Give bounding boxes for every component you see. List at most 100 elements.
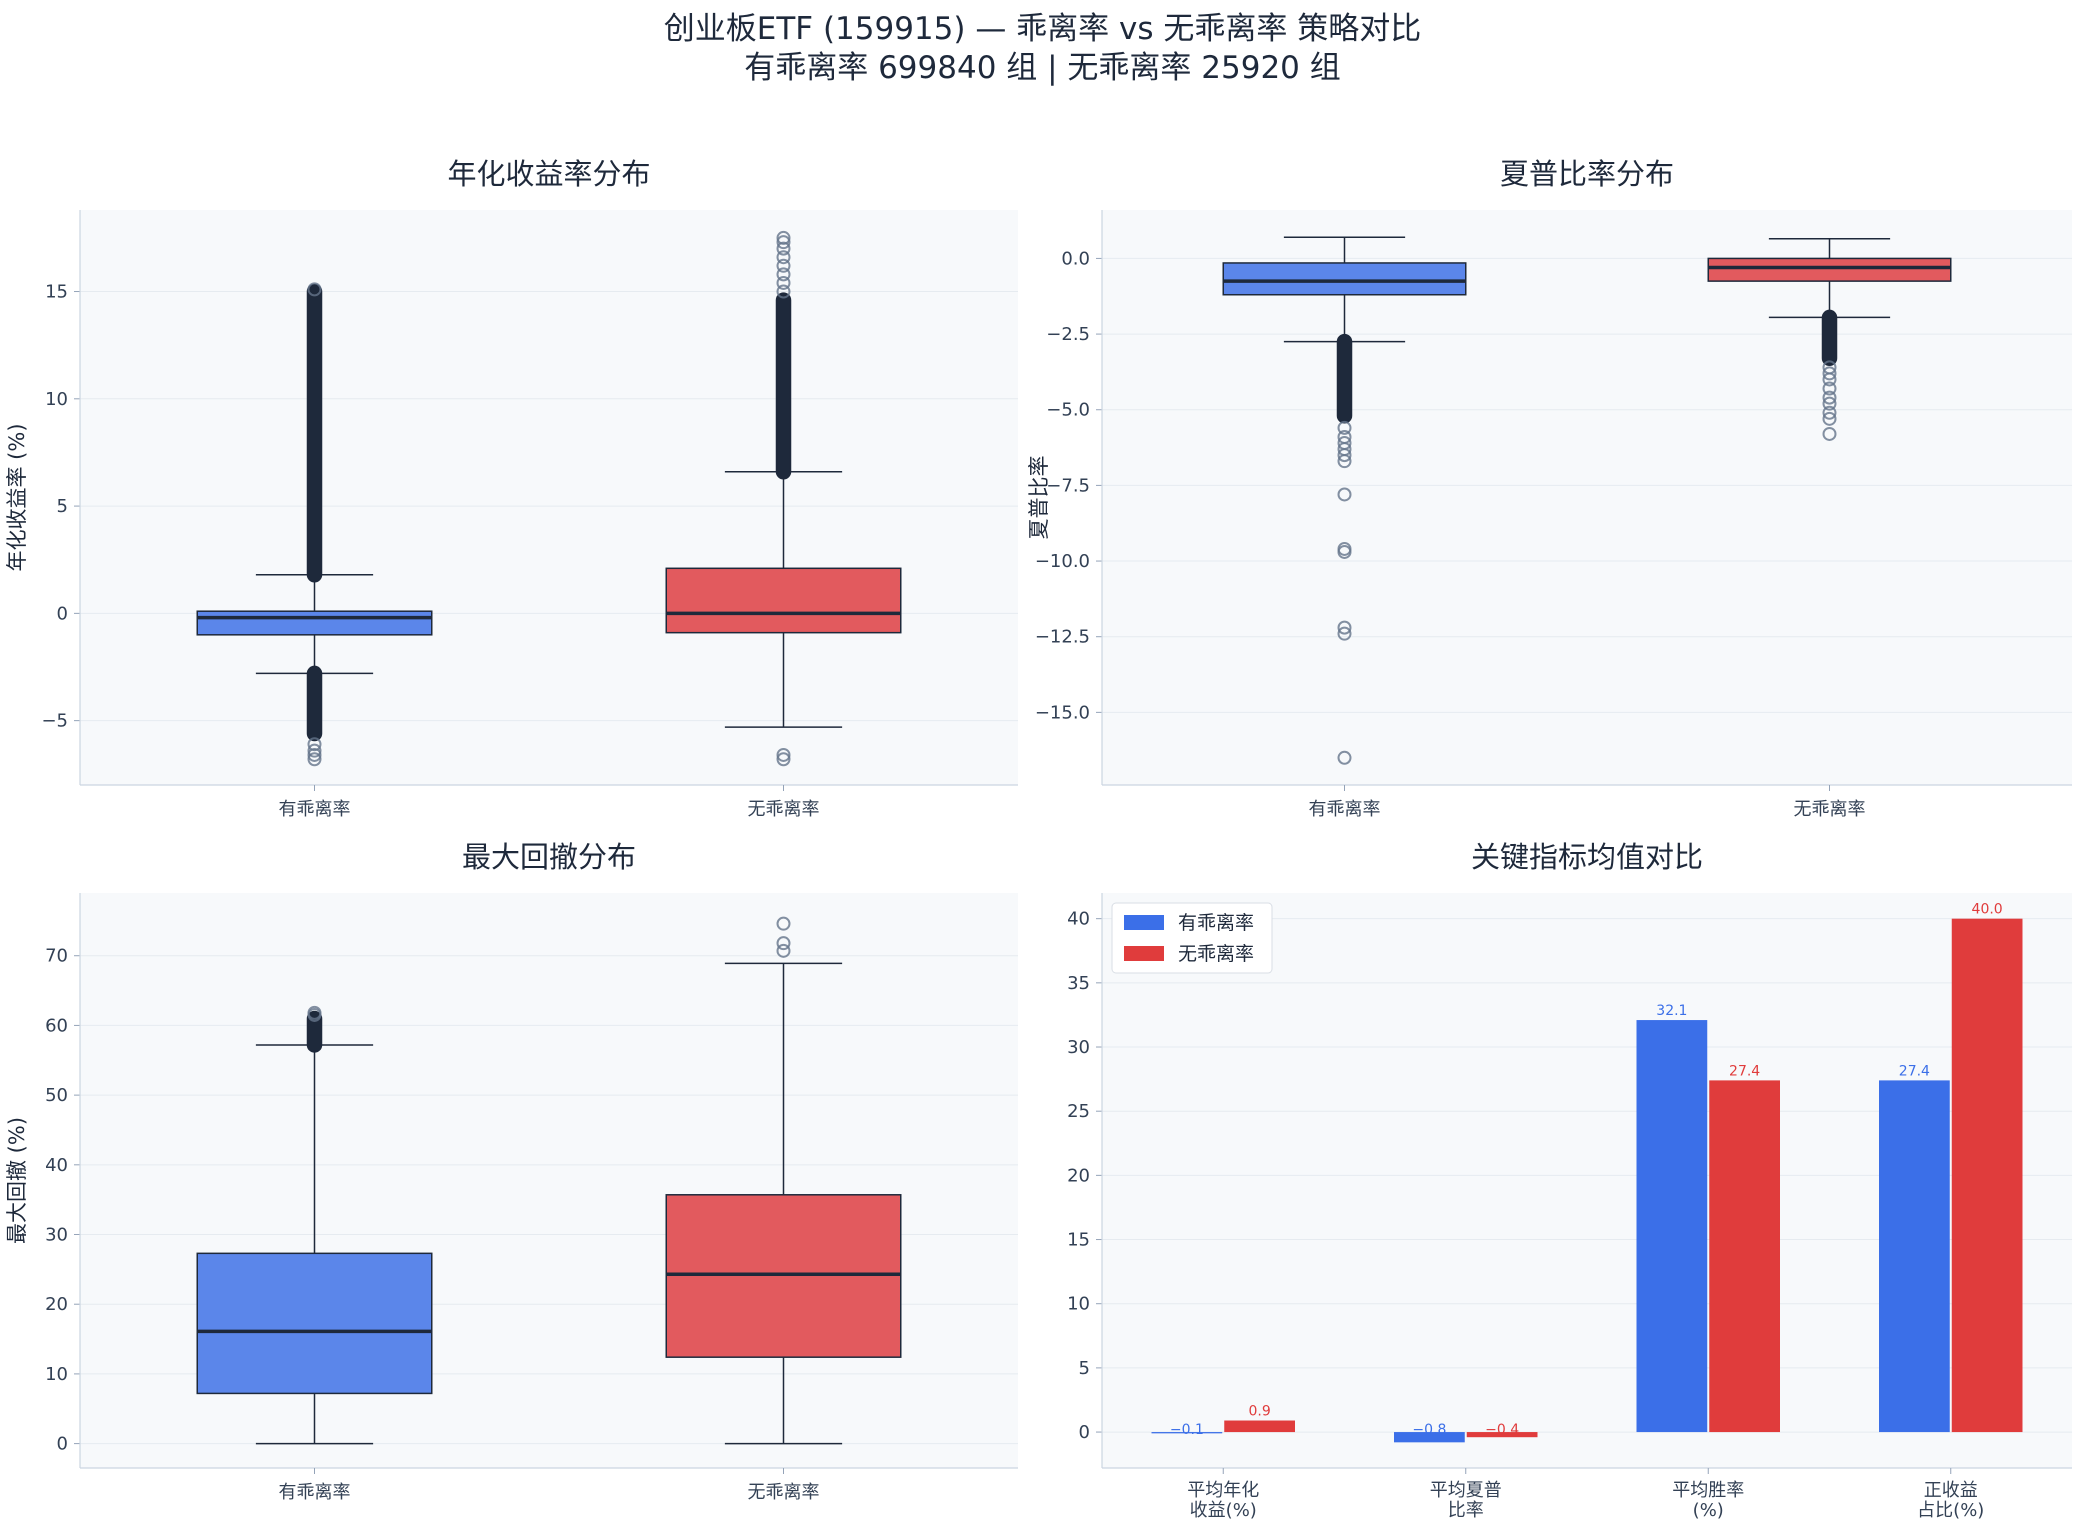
- y-tick-label: 40: [1067, 909, 1090, 930]
- outlier-point: [776, 747, 791, 762]
- outlier-point: [776, 752, 791, 767]
- x-tick-label: 收益(%): [1190, 1500, 1257, 1521]
- outlier-point: [1822, 372, 1837, 387]
- bar-2: [1224, 1420, 1295, 1433]
- outlier-cluster: [1336, 333, 1353, 424]
- y-tick-label: −15.0: [1035, 702, 1090, 723]
- outlier-point: [1337, 454, 1352, 469]
- x-tick-label: 平均夏普: [1430, 1480, 1502, 1501]
- outlier-point: [776, 258, 791, 273]
- y-tick-label: −5.0: [1046, 400, 1090, 421]
- panel-title: 夏普比率分布: [1500, 157, 1674, 191]
- box-1: 有乖离率: [196, 1005, 433, 1503]
- x-tick-label: 无乖离率: [1794, 799, 1866, 820]
- outlier-cluster: [306, 283, 323, 583]
- outlier-point: [776, 943, 791, 958]
- bar-value-label: −0.1: [1170, 1422, 1204, 1438]
- box-2: 无乖离率: [665, 230, 902, 820]
- outlier-point: [1337, 448, 1352, 463]
- outlier-point: [307, 737, 322, 752]
- y-axis-label: 夏普比率: [1027, 456, 1051, 540]
- x-tick-label: 正收益: [1924, 1480, 1978, 1501]
- y-tick-label: 40: [45, 1155, 68, 1176]
- bar-value-label: 27.4: [1899, 1063, 1930, 1079]
- x-tick-label: 无乖离率: [748, 799, 820, 820]
- outlier-point: [1337, 620, 1352, 635]
- y-tick-label: 70: [45, 946, 68, 967]
- outlier-point: [776, 235, 791, 250]
- y-tick-label: 5: [1079, 1358, 1090, 1379]
- legend-label: 有乖离率: [1178, 912, 1254, 934]
- bar-2: [1951, 918, 2023, 1433]
- outlier-point: [776, 275, 791, 290]
- outlier-point: [776, 250, 791, 265]
- outlier-point: [307, 747, 322, 762]
- y-tick-label: 20: [45, 1294, 68, 1315]
- x-tick-label: 比率: [1448, 1500, 1484, 1521]
- bar-1: [1394, 1432, 1465, 1443]
- panel-title: 关键指标均值对比: [1471, 840, 1703, 874]
- outlier-point: [1822, 405, 1837, 420]
- bar-2: [1709, 1080, 1780, 1433]
- box-body: [196, 1252, 433, 1395]
- outlier-point: [307, 743, 322, 758]
- outlier-point: [307, 1005, 322, 1020]
- box-2: 无乖离率: [1707, 238, 1952, 820]
- outlier-point: [307, 282, 322, 297]
- outlier-point: [1822, 381, 1837, 396]
- y-tick-label: 25: [1067, 1101, 1090, 1122]
- bar-value-label: −0.4: [1485, 1422, 1519, 1438]
- y-tick-label: 0: [57, 603, 68, 624]
- y-tick-label: 20: [1067, 1165, 1090, 1186]
- x-tick-label: 平均年化: [1187, 1480, 1259, 1501]
- bar-value-label: −0.8: [1412, 1422, 1446, 1438]
- y-tick-label: −5: [41, 711, 68, 732]
- box-body: [196, 610, 433, 636]
- bar-value-label: 32.1: [1656, 1003, 1687, 1019]
- outlier-point: [776, 916, 791, 931]
- y-tick-label: −7.5: [1046, 475, 1090, 496]
- bar-1: [1879, 1080, 1950, 1433]
- outlier-point: [1337, 750, 1352, 765]
- outlier-point: [1337, 420, 1352, 435]
- outlier-point: [776, 241, 791, 256]
- outlier-point: [776, 267, 791, 282]
- bar-2: [1466, 1432, 1538, 1438]
- bar-value-label: 40.0: [1972, 902, 2003, 918]
- outlier-point: [1822, 426, 1837, 441]
- x-tick-label: 无乖离率: [748, 1482, 820, 1503]
- outlier-point: [1822, 390, 1837, 405]
- outlier-point: [1822, 366, 1837, 381]
- outlier-point: [1337, 626, 1352, 641]
- y-tick-label: −10.0: [1035, 551, 1090, 572]
- outlier-point: [1822, 396, 1837, 411]
- plot-area: [80, 210, 1018, 785]
- plot-area: [1102, 210, 2072, 785]
- outlier-point: [1822, 411, 1837, 426]
- outlier-point: [1337, 487, 1352, 502]
- bar-value-label: 27.4: [1729, 1063, 1760, 1079]
- figure-title-line-2: 有乖离率 699840 组 | 无乖离率 25920 组: [744, 50, 1341, 86]
- outlier-cluster: [306, 665, 323, 742]
- outlier-point: [1337, 544, 1352, 559]
- y-tick-label: 60: [45, 1015, 68, 1036]
- figure-title: 创业板ETF (159915) — 乖离率 vs 无乖离率 策略对比 有乖离率 …: [0, 10, 2085, 88]
- outlier-point: [307, 752, 322, 767]
- y-tick-label: 30: [1067, 1037, 1090, 1058]
- y-tick-label: −12.5: [1035, 627, 1090, 648]
- y-tick-label: 50: [45, 1085, 68, 1106]
- outlier-cluster: [775, 292, 792, 480]
- y-tick-label: −2.5: [1046, 324, 1090, 345]
- y-tick-label: 30: [45, 1225, 68, 1246]
- x-tick-label: 有乖离率: [1309, 799, 1381, 820]
- legend-swatch: [1124, 946, 1164, 961]
- box-1: 有乖离率: [1222, 236, 1467, 820]
- y-tick-label: 10: [45, 389, 68, 410]
- y-tick-label: 0: [1079, 1422, 1090, 1443]
- x-tick-label: 占比(%): [1917, 1500, 1984, 1521]
- y-tick-label: 10: [45, 1364, 68, 1385]
- box-body: [1222, 262, 1467, 296]
- box-2: 无乖离率: [665, 916, 902, 1503]
